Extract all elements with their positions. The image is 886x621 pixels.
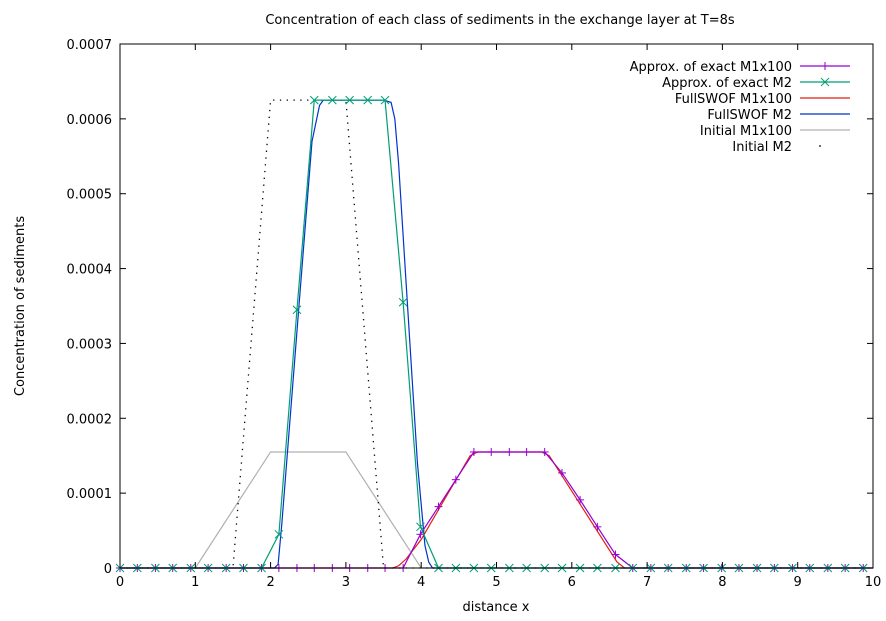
- series-line: [120, 451, 873, 569]
- series-2: [120, 451, 873, 569]
- x-axis-label: distance x: [463, 600, 530, 615]
- x-tick-label: 9: [794, 575, 802, 590]
- legend-label: Approx. of exact M1x100: [630, 60, 792, 75]
- data-point: [451, 475, 460, 484]
- x-tick-label: 6: [568, 575, 576, 590]
- y-axis-label: Concentration of sediments: [13, 216, 28, 396]
- data-point: [469, 447, 478, 456]
- legend-label: Initial M1x100: [700, 124, 792, 139]
- y-tick-label: 0.0005: [67, 188, 113, 203]
- data-point: [611, 550, 620, 559]
- data-point: [398, 297, 408, 307]
- legend-label: Initial M2: [732, 140, 792, 155]
- plot-marks: [115, 95, 873, 573]
- data-point: [593, 522, 602, 531]
- legend-swatch: [819, 145, 821, 147]
- chart-title: Concentration of each class of sediments…: [265, 13, 735, 28]
- data-point: [434, 502, 443, 511]
- data-point: [505, 447, 514, 456]
- x-tick-label: 3: [342, 575, 350, 590]
- data-point: [558, 468, 567, 477]
- data-point: [380, 95, 390, 105]
- series-line: [120, 99, 873, 569]
- y-tick-label: 0.0006: [67, 113, 113, 128]
- data-point: [292, 305, 302, 315]
- series-4: [120, 451, 873, 569]
- data-point: [327, 95, 337, 105]
- x-tick-label: 7: [643, 575, 651, 590]
- y-tick-label: 0: [104, 562, 112, 577]
- x-tick-label: 4: [417, 575, 425, 590]
- series-line: [120, 451, 873, 569]
- data-point: [487, 447, 496, 456]
- data-point: [540, 447, 549, 456]
- x-tick-label: 5: [492, 575, 500, 590]
- data-point: [345, 95, 355, 105]
- data-point: [820, 77, 830, 87]
- series-line: [120, 99, 873, 569]
- legend-label: FullSWOF M1x100: [675, 92, 792, 107]
- legend-label: FullSWOF M2: [707, 108, 792, 123]
- data-point: [363, 95, 373, 105]
- x-tick-label: 0: [116, 575, 124, 590]
- data-point: [416, 522, 425, 532]
- series-5: [120, 99, 873, 569]
- series-1: [115, 95, 868, 573]
- y-tick-label: 0.0003: [67, 337, 113, 352]
- x-tick-label: 1: [191, 575, 199, 590]
- series-line: [120, 451, 864, 569]
- data-point: [309, 95, 319, 105]
- y-tick-label: 0.0007: [67, 38, 113, 53]
- x-tick-label: 2: [266, 575, 274, 590]
- data-point: [821, 62, 829, 70]
- series-line: [120, 99, 864, 569]
- series-3: [120, 99, 873, 569]
- x-tick-label: 8: [718, 575, 726, 590]
- y-tick-label: 0.0004: [67, 263, 113, 278]
- data-point: [274, 529, 284, 539]
- x-tick-label: 10: [865, 575, 882, 590]
- y-tick-label: 0.0002: [67, 412, 113, 427]
- axes: 0 1 2 3 4 5 6 7 8 9 10 0 0.0001 0.0002 0.0003 0.0004 0.0…: [67, 38, 882, 590]
- data-point: [522, 447, 531, 456]
- y-tick-label: 0.0001: [67, 487, 113, 502]
- data-point: [576, 495, 585, 504]
- legend-label: Approx. of exact M2: [662, 76, 792, 91]
- series-0: [116, 447, 868, 572]
